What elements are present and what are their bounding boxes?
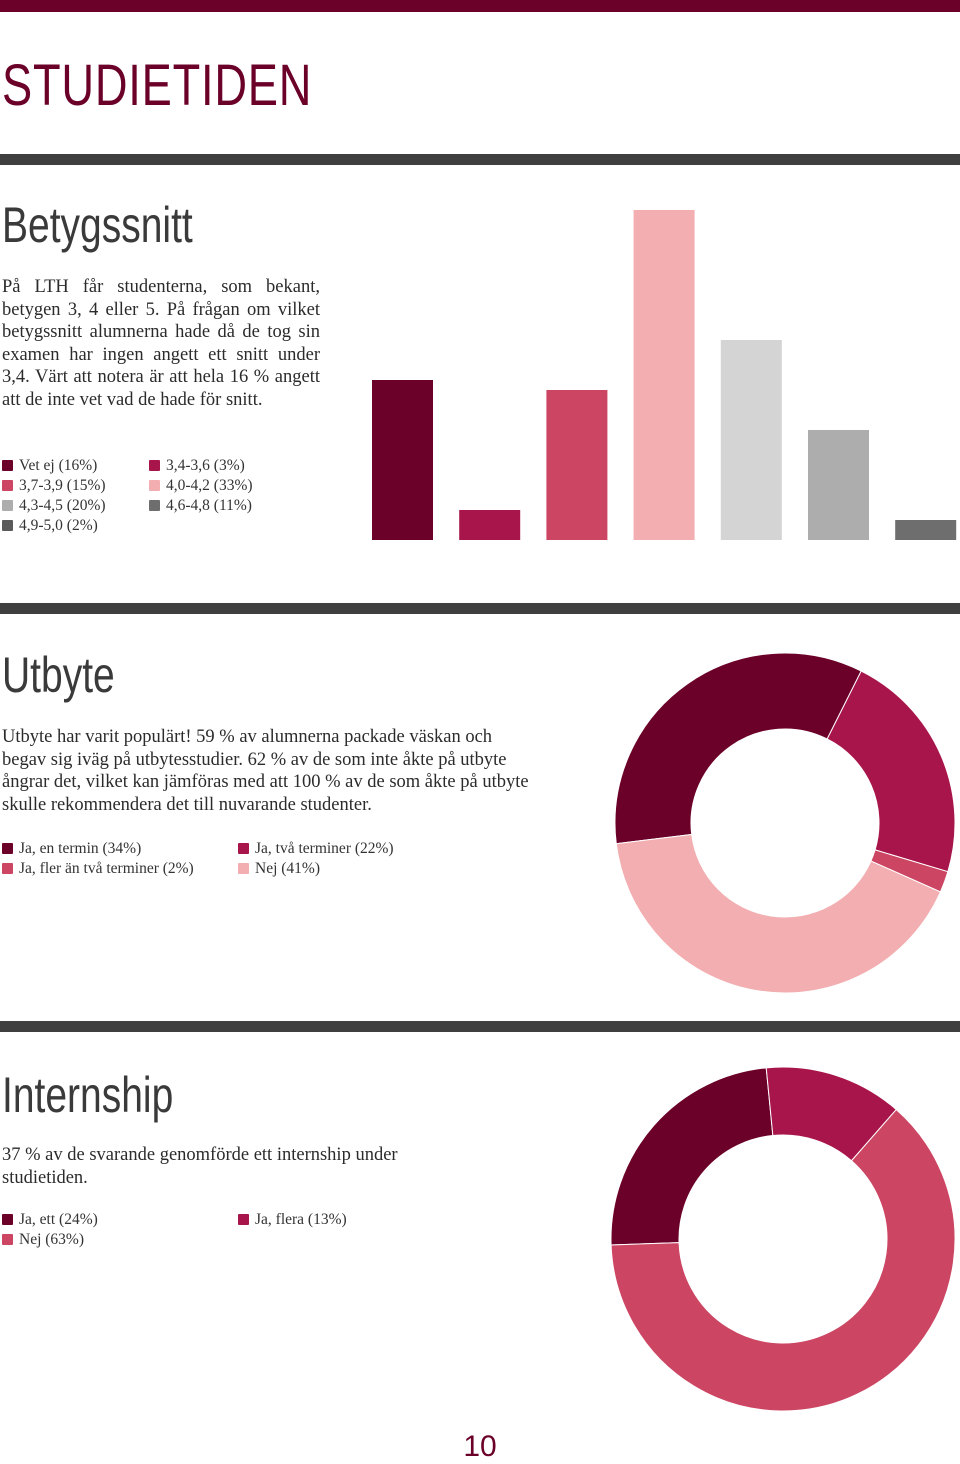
legend-label: Ja, flera (13%) — [255, 1211, 347, 1228]
bar-4,6-4,8 — [808, 430, 869, 540]
legend-swatch — [2, 1234, 13, 1245]
legend-label: 4,9-5,0 (2%) — [19, 517, 98, 534]
bar-Vet ej — [372, 380, 433, 540]
legend-swatch — [149, 480, 160, 491]
page-title: STUDIETIDEN — [2, 53, 313, 118]
legend-item: Ja, en termin (34%) — [2, 839, 141, 859]
slice-ja-en-termin — [614, 652, 862, 845]
page-number: 10 — [463, 1430, 497, 1463]
legend-item: Vet ej (16%) — [2, 456, 97, 476]
legend-item: Ja, fler än två terminer (2%) — [2, 859, 194, 879]
legend-item: 3,4-3,6 (3%) — [149, 456, 245, 476]
legend-swatch — [238, 863, 249, 874]
legend-swatch — [2, 863, 13, 874]
legend-swatch — [2, 500, 13, 511]
bar-3,4-3,6 — [459, 510, 521, 540]
slice-ja-två-terminer — [826, 670, 956, 873]
legend-item: Ja, ett (24%) — [2, 1210, 98, 1230]
exchange-text: Utbyte har varit populärt! 59 % av alumn… — [2, 727, 529, 815]
legend-item: Nej (63%) — [2, 1230, 84, 1250]
legend-item: 4,0-4,2 (33%) — [149, 476, 253, 496]
internship-title: Internship — [2, 1067, 174, 1123]
bar-4,0-4,2 — [633, 210, 695, 540]
legend-label: Vet ej (16%) — [19, 457, 98, 474]
bar-4,3-4,5 — [720, 340, 782, 540]
legend-item: 3,7-3,9 (15%) — [2, 476, 106, 496]
legend-label: 4,3-4,5 (20%) — [19, 497, 106, 514]
legend-label: Ja, fler än två terminer (2%) — [19, 860, 194, 877]
legend-item: 4,9-5,0 (2%) — [2, 516, 98, 536]
legend-swatch — [149, 460, 160, 471]
top-accent-bar — [0, 0, 960, 12]
grades-text: På LTH får studenterna, som bekant, bety… — [2, 277, 320, 410]
legend-item: Nej (41%) — [238, 859, 320, 879]
section-divider-exchange — [0, 603, 960, 614]
legend-swatch — [2, 480, 13, 491]
grades-title: Betygssnitt — [2, 197, 193, 253]
legend-label: 4,0-4,2 (33%) — [166, 477, 253, 494]
slice-nej — [615, 833, 942, 994]
legend-label: Ja, ett (24%) — [19, 1211, 98, 1228]
legend-swatch — [2, 1214, 13, 1225]
legend-swatch — [149, 500, 160, 511]
bar-3,7-3,9 — [546, 390, 608, 540]
legend-item: 4,3-4,5 (20%) — [2, 496, 106, 516]
bar-4,9-5,0 — [895, 520, 957, 540]
legend-swatch — [2, 520, 13, 531]
section-divider-internship — [0, 1021, 960, 1032]
slice-ja-ett — [610, 1067, 774, 1246]
legend-label: Ja, två terminer (22%) — [255, 840, 394, 857]
legend-label: 3,4-3,6 (3%) — [166, 457, 245, 474]
legend-item: 4,6-4,8 (11%) — [149, 496, 252, 516]
slice-nej — [610, 1108, 956, 1412]
legend-swatch — [238, 1214, 249, 1225]
legend-item: Ja, flera (13%) — [238, 1210, 347, 1230]
legend-label: Nej (63%) — [19, 1231, 84, 1248]
legend-label: 3,7-3,9 (15%) — [19, 477, 106, 494]
legend-item: Ja, två terminer (22%) — [238, 839, 394, 859]
exchange-donut-chart — [614, 652, 956, 994]
legend-label: 4,6-4,8 (11%) — [166, 497, 252, 514]
legend-swatch — [238, 843, 249, 854]
exchange-title: Utbyte — [2, 647, 115, 703]
internship-donut-chart — [610, 1066, 956, 1412]
legend-label: Ja, en termin (34%) — [19, 840, 142, 857]
grades-bar-chart — [372, 210, 957, 540]
legend-swatch — [2, 843, 13, 854]
legend-label: Nej (41%) — [255, 860, 320, 877]
legend-swatch — [2, 460, 13, 471]
section-divider-grades — [0, 154, 960, 165]
internship-text: 37 % av de svarande genomförde ett inter… — [2, 1145, 398, 1188]
